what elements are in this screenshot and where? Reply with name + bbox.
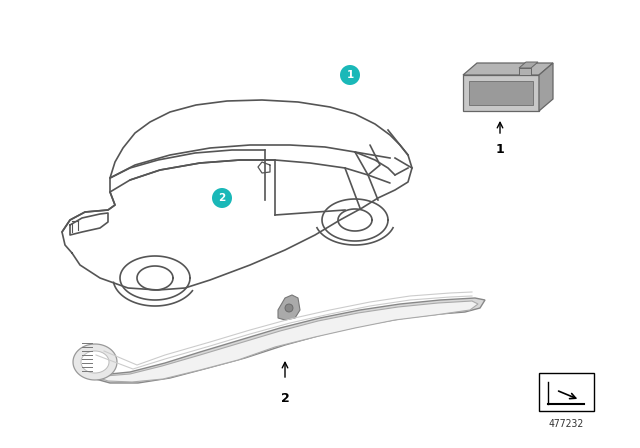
Text: 477232: 477232 xyxy=(548,419,584,429)
FancyBboxPatch shape xyxy=(538,373,593,411)
Polygon shape xyxy=(463,75,539,111)
Text: 1: 1 xyxy=(495,143,504,156)
Polygon shape xyxy=(469,81,533,105)
Circle shape xyxy=(340,65,360,85)
Text: 2: 2 xyxy=(280,392,289,405)
Polygon shape xyxy=(78,298,485,383)
Polygon shape xyxy=(519,68,531,75)
Polygon shape xyxy=(278,295,300,320)
Polygon shape xyxy=(285,304,293,312)
Text: 1: 1 xyxy=(346,70,354,80)
Text: 2: 2 xyxy=(218,193,226,203)
Polygon shape xyxy=(73,344,117,380)
Polygon shape xyxy=(519,62,538,68)
Polygon shape xyxy=(86,301,478,382)
Polygon shape xyxy=(539,63,553,111)
Circle shape xyxy=(212,188,232,208)
Polygon shape xyxy=(463,63,553,75)
Polygon shape xyxy=(81,351,109,373)
